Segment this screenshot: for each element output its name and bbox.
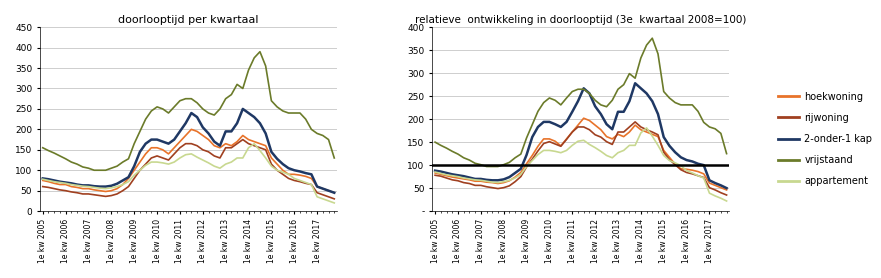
Title: doorlooptijd per kwartaal: doorlooptijd per kwartaal xyxy=(118,15,259,25)
Title: relatieve  ontwikkeling in doorlooptijd (3e  kwartaal 2008=100): relatieve ontwikkeling in doorlooptijd (… xyxy=(415,15,746,25)
Legend: hoekwoning, rijwoning, 2-onder-1 kap, vrijstaand, appartement: hoekwoning, rijwoning, 2-onder-1 kap, vr… xyxy=(774,88,876,190)
